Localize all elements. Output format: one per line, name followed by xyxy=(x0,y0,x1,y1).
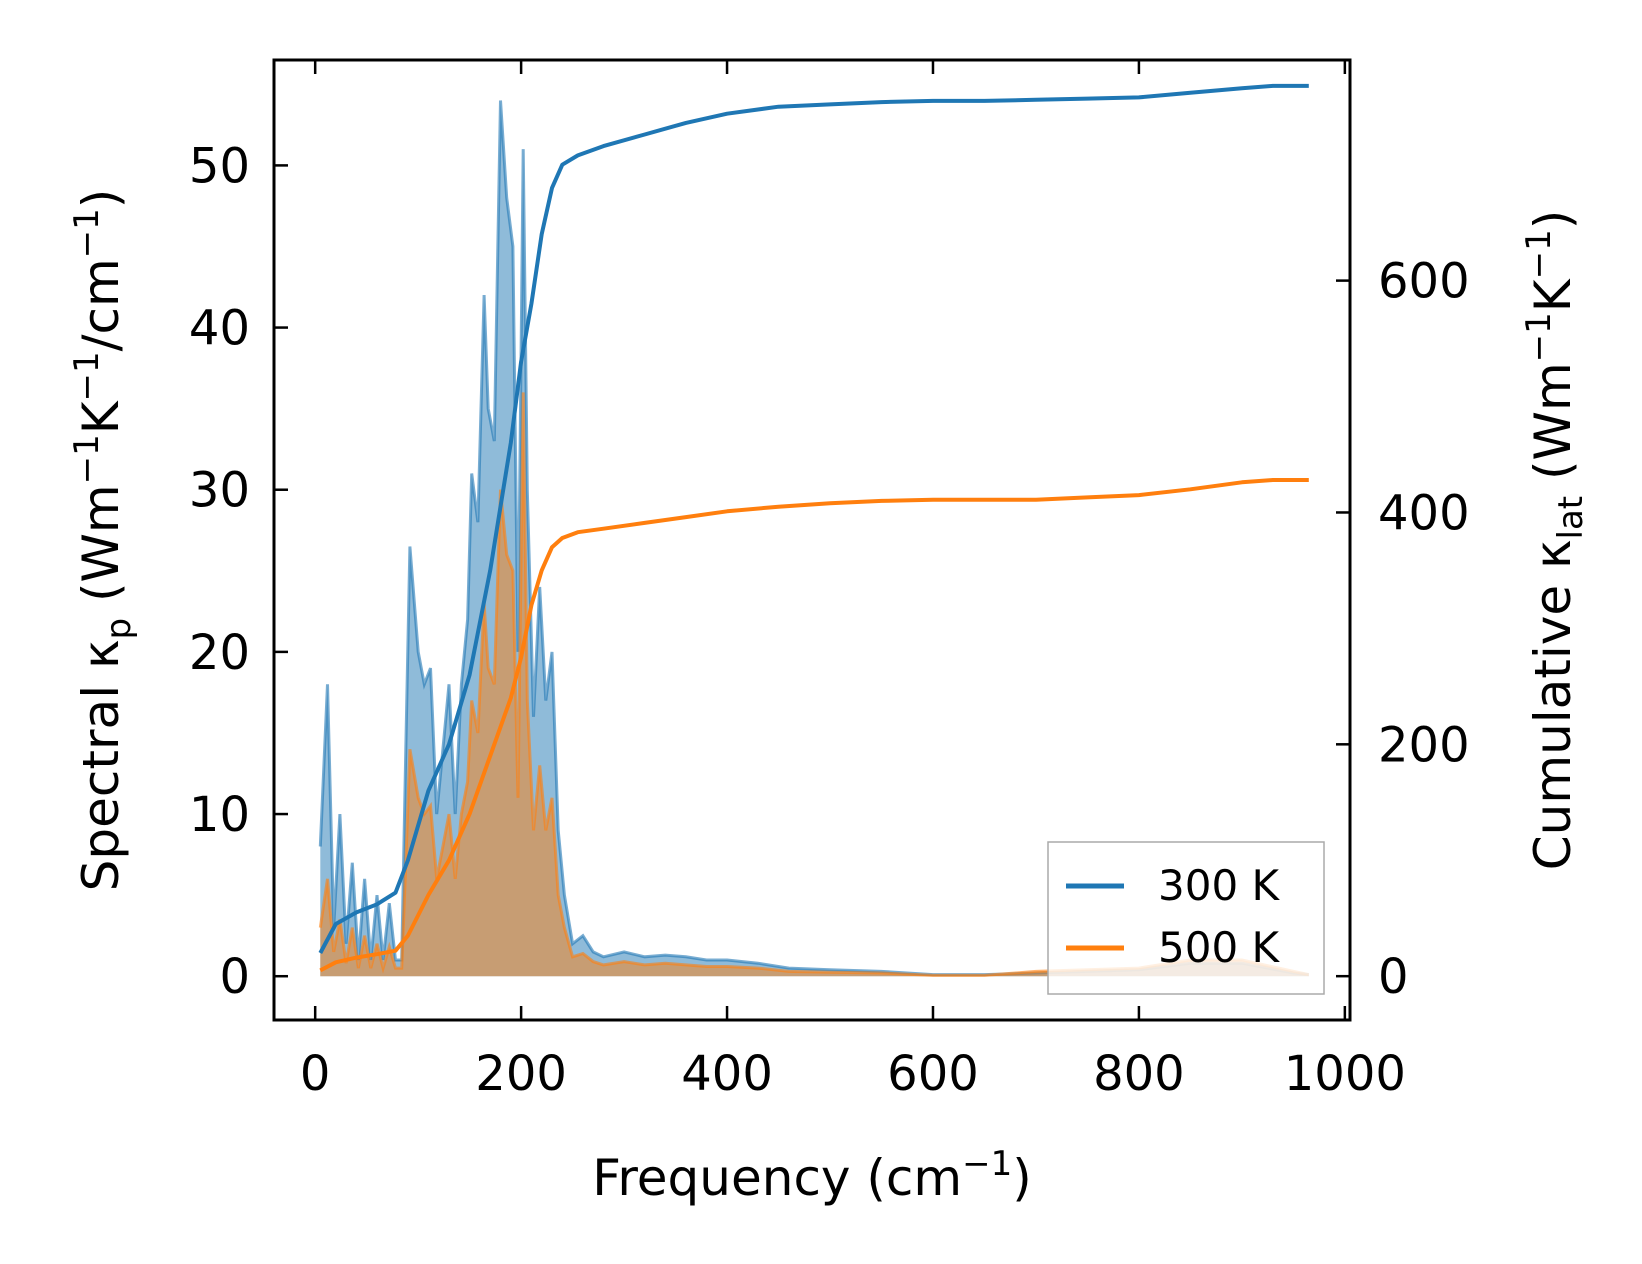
x-axis-ticks: 0 200 400 600 800 1000 xyxy=(300,60,1406,1102)
x-tick-label: 1000 xyxy=(1284,1046,1406,1102)
x-tick-label: 0 xyxy=(300,1046,331,1102)
y-left-axis-ticks: 0 10 20 30 40 50 xyxy=(189,138,288,1005)
y-right-tick-label: 200 xyxy=(1378,717,1470,773)
y-left-tick-label: 10 xyxy=(189,787,250,843)
legend-frame xyxy=(1047,841,1325,995)
y-left-tick-label: 30 xyxy=(189,463,250,519)
x-tick-label: 400 xyxy=(681,1046,773,1102)
cumulative-line-300k xyxy=(318,83,1309,954)
legend: 300 K 500 K xyxy=(1047,841,1325,995)
spectral-line-300k xyxy=(318,100,1309,977)
x-tick-label: 200 xyxy=(475,1046,567,1102)
y-left-axis-title: Spectral κp (Wm−1K−1/cm−1) xyxy=(67,189,139,892)
y-right-tick-label: 400 xyxy=(1378,485,1470,541)
cumulative-line-500k xyxy=(319,478,1309,973)
x-tick-label: 600 xyxy=(887,1046,979,1102)
plot-series xyxy=(318,83,1310,977)
plot-frame xyxy=(272,58,1352,1022)
legend-label-300k: 300 K xyxy=(1158,861,1281,910)
y-left-tick-label: 20 xyxy=(189,625,250,681)
y-right-tick-label: 600 xyxy=(1378,254,1470,310)
legend-label-500k: 500 K xyxy=(1158,923,1281,972)
y-left-tick-label: 50 xyxy=(189,138,250,194)
y-right-axis-ticks: 0 200 400 600 xyxy=(1336,254,1470,1005)
y-left-tick-label: 40 xyxy=(189,301,250,357)
y-right-axis-title: Cumulative κlat (Wm−1K−1) xyxy=(1519,210,1591,870)
x-axis-title: Frequency (cm−1) xyxy=(592,1144,1032,1207)
y-right-tick-label: 0 xyxy=(1378,949,1409,1005)
y-left-tick-label: 0 xyxy=(219,949,250,1005)
x-tick-label: 800 xyxy=(1093,1046,1185,1102)
spectral-area-500k xyxy=(320,392,1309,977)
